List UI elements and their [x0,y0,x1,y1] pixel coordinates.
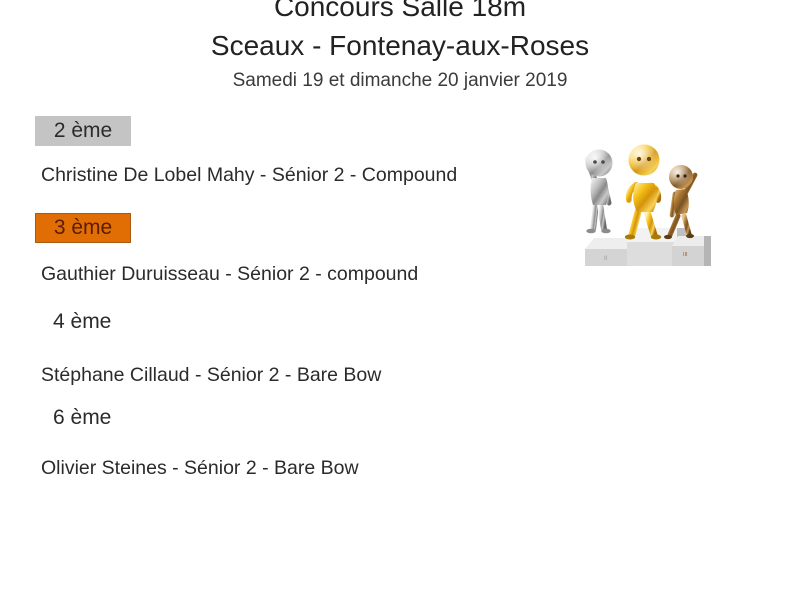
svg-text:III: III [683,252,688,258]
svg-text:II: II [604,256,608,262]
